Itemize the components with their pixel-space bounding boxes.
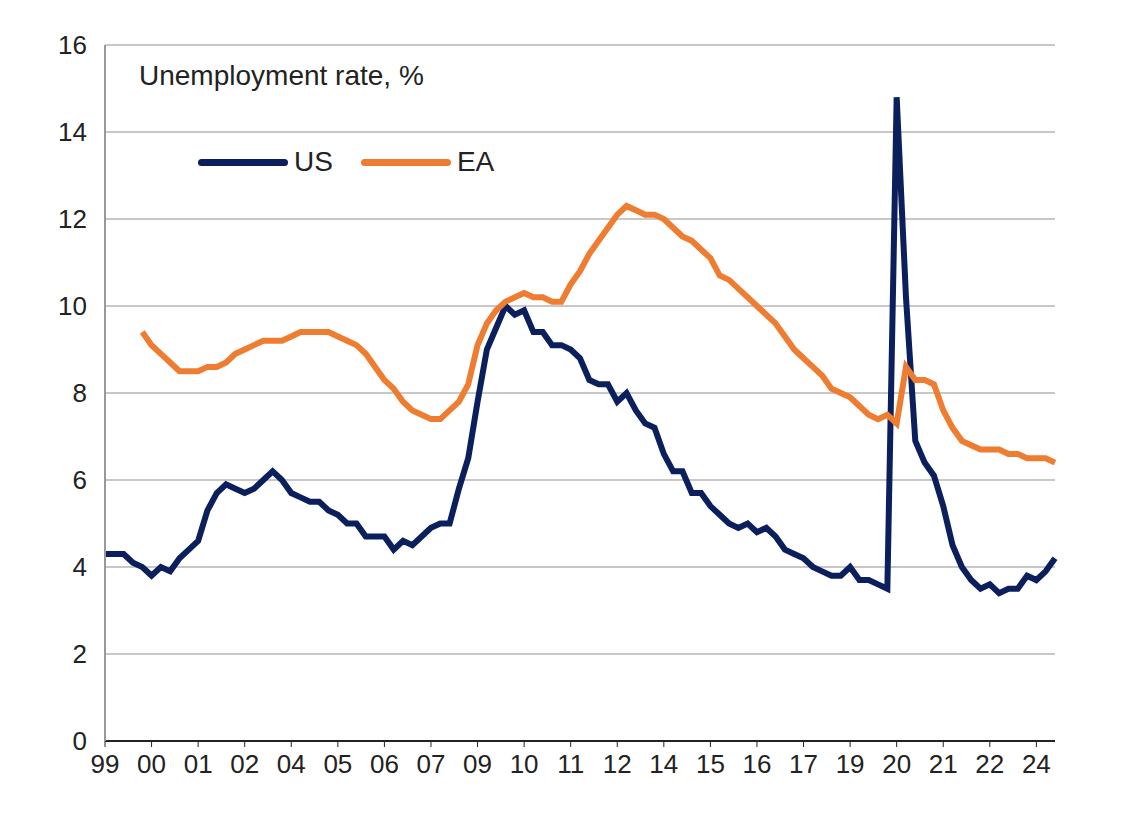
svg-text:02: 02 <box>230 749 259 779</box>
svg-text:4: 4 <box>73 552 87 582</box>
svg-text:06: 06 <box>370 749 399 779</box>
svg-text:04: 04 <box>277 749 306 779</box>
svg-text:11: 11 <box>557 749 584 779</box>
svg-text:21: 21 <box>929 749 958 779</box>
svg-text:09: 09 <box>463 749 492 779</box>
svg-text:8: 8 <box>73 378 87 408</box>
svg-text:12: 12 <box>603 749 632 779</box>
svg-text:0: 0 <box>73 726 87 756</box>
svg-text:00: 00 <box>137 749 166 779</box>
svg-text:14: 14 <box>58 117 87 147</box>
svg-text:22: 22 <box>975 749 1004 779</box>
svg-text:24: 24 <box>1022 749 1051 779</box>
svg-text:10: 10 <box>510 749 539 779</box>
svg-text:01: 01 <box>184 749 213 779</box>
svg-text:14: 14 <box>649 749 678 779</box>
svg-text:05: 05 <box>323 749 352 779</box>
svg-text:17: 17 <box>789 749 818 779</box>
svg-text:07: 07 <box>417 749 446 779</box>
svg-text:20: 20 <box>882 749 911 779</box>
svg-text:6: 6 <box>73 465 87 495</box>
svg-text:99: 99 <box>91 749 120 779</box>
html-text:US: US <box>294 146 333 177</box>
svg-text:2: 2 <box>73 639 87 669</box>
svg-text:10: 10 <box>58 291 87 321</box>
html-text:Unemployment rate, %: Unemployment rate, % <box>139 60 424 91</box>
svg-text:16: 16 <box>742 749 771 779</box>
svg-text:12: 12 <box>58 204 87 234</box>
svg-text:15: 15 <box>696 749 725 779</box>
svg-text:19: 19 <box>836 749 865 779</box>
html-text:EA: EA <box>456 146 495 177</box>
svg-text:16: 16 <box>58 30 87 60</box>
